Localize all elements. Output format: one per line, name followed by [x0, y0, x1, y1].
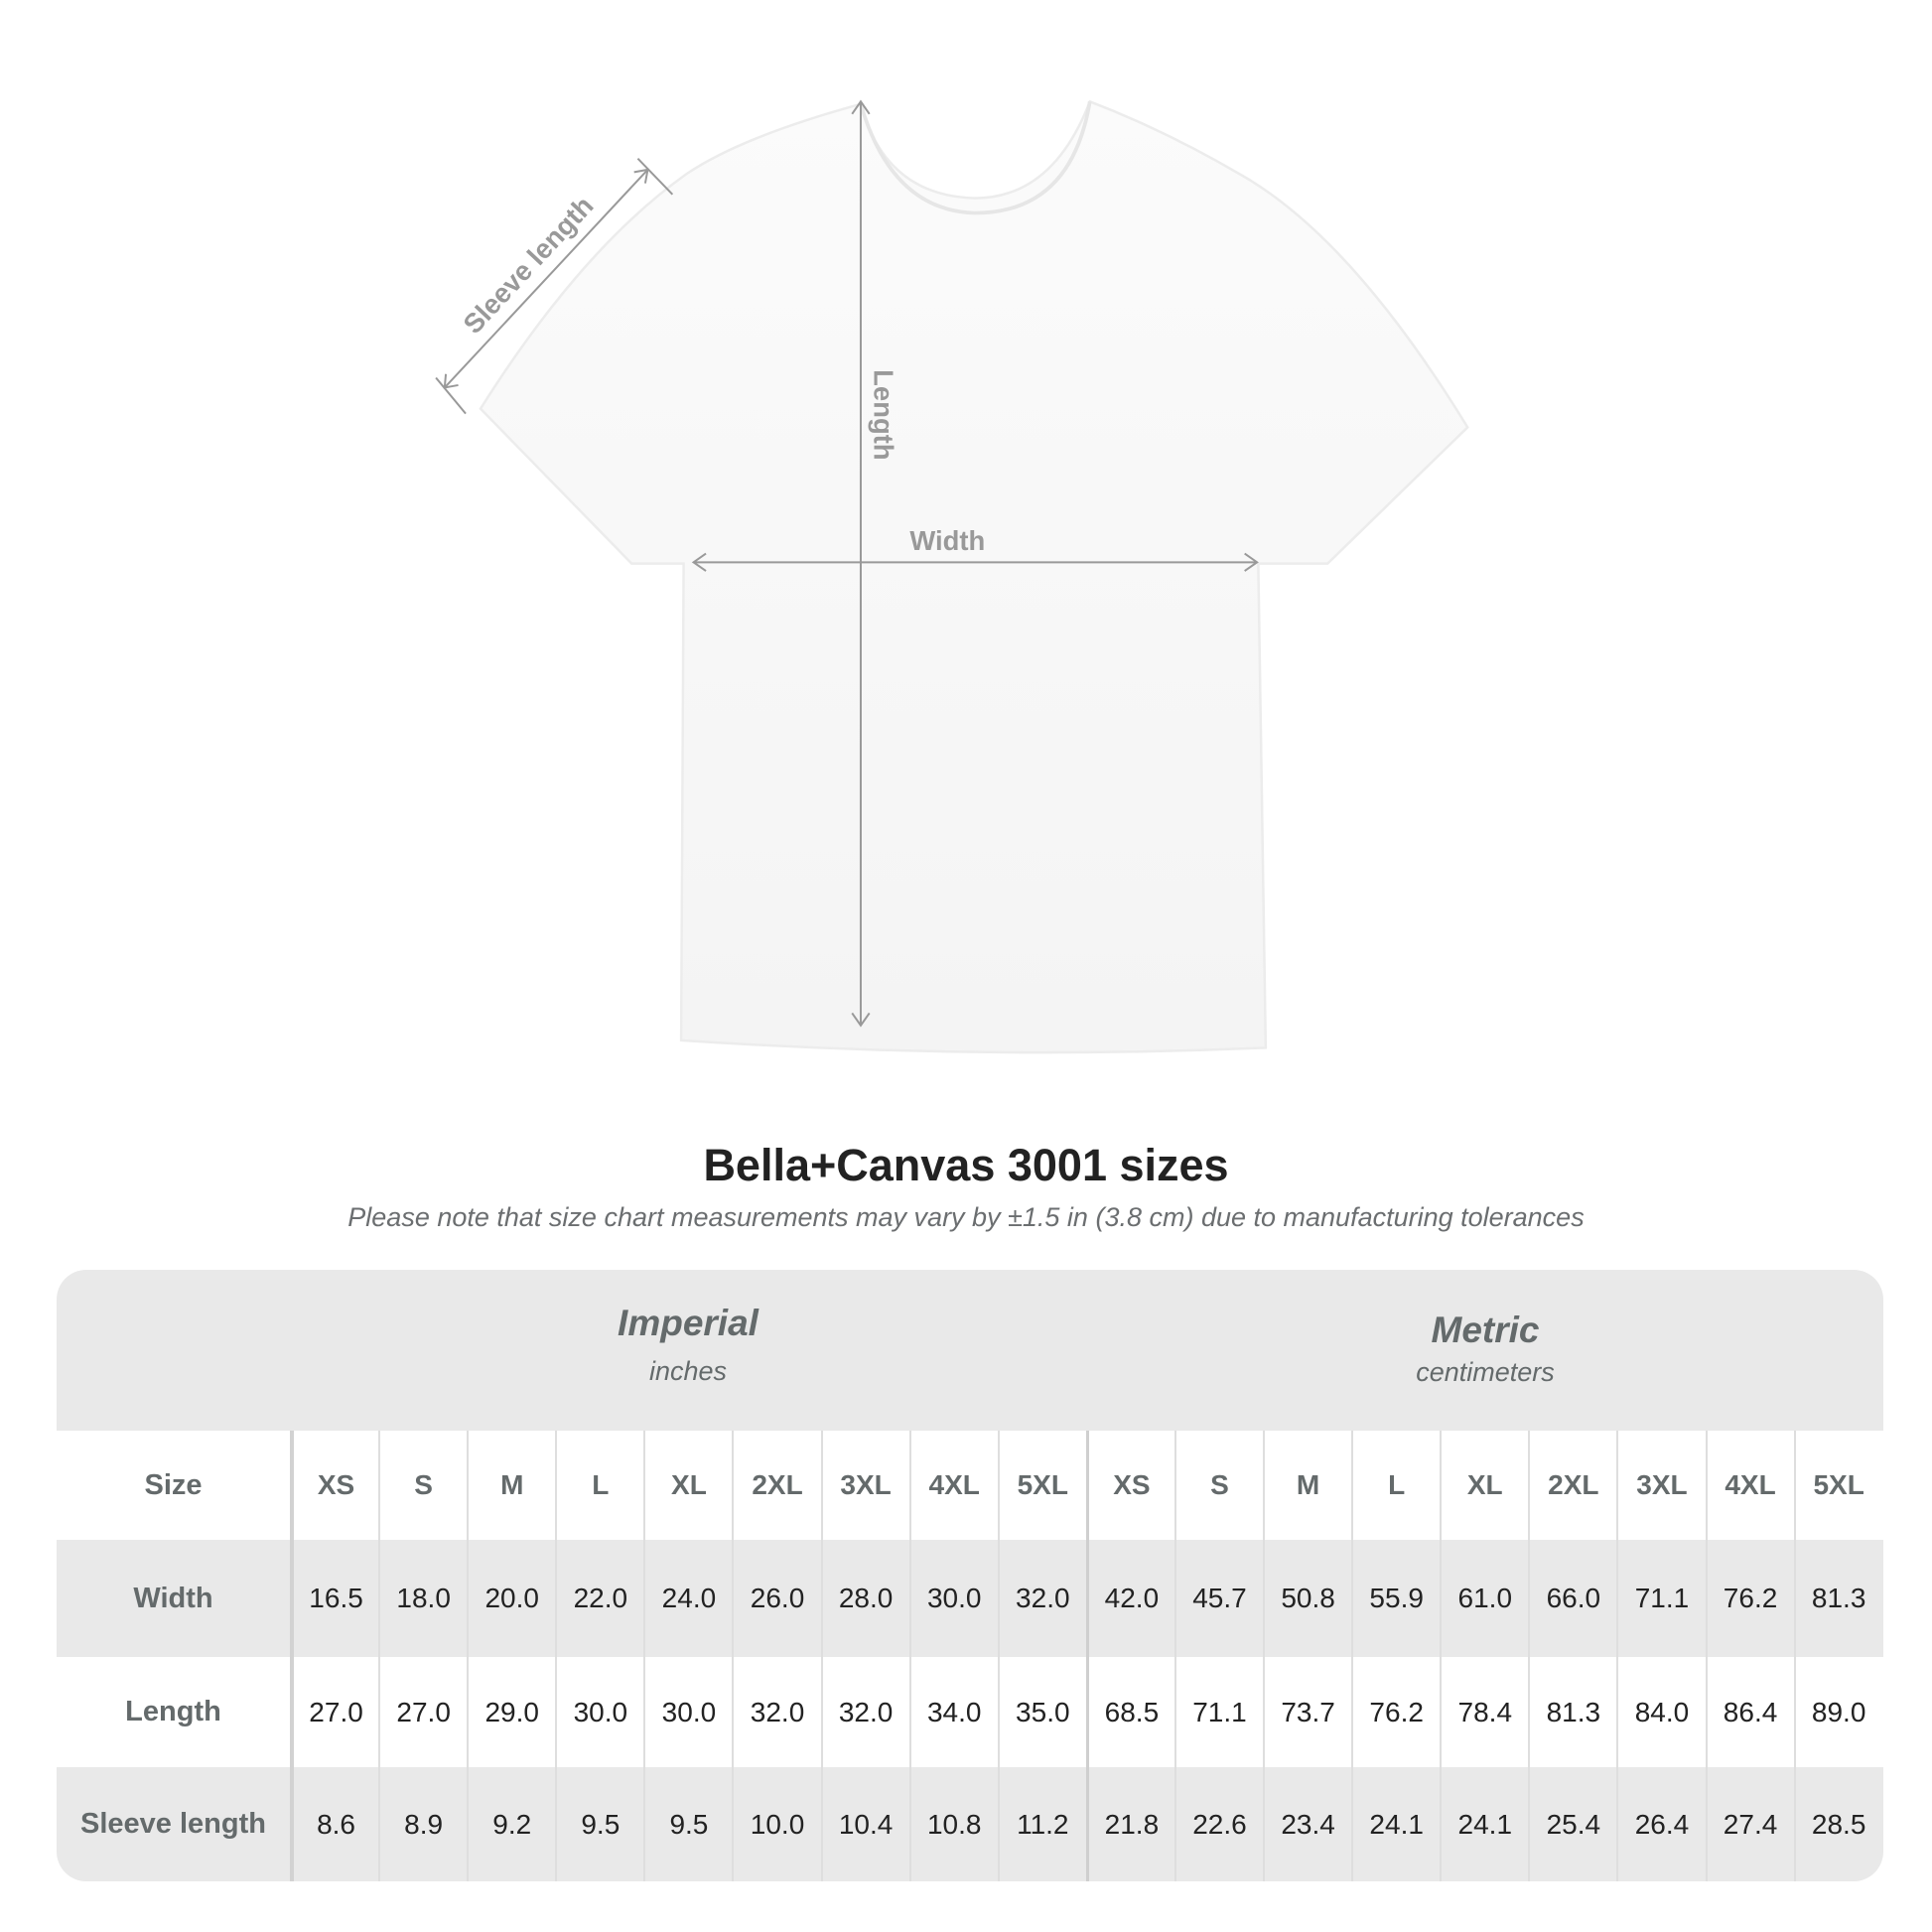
value-cell: 9.2: [467, 1767, 555, 1881]
size-header-row: Size XS S M L XL 2XL 3XL 4XL 5XL XS S M L XL 2XL 3XL 4XL 5…: [57, 1431, 1883, 1540]
value-cell: 32.0: [820, 1657, 909, 1767]
value-cell: 30.0: [555, 1657, 643, 1767]
size-header-cell: 5XL: [997, 1431, 1086, 1540]
metric-unit: centimeters: [1416, 1357, 1555, 1387]
value-cell: 27.0: [378, 1657, 467, 1767]
size-header-cell: XS: [290, 1431, 378, 1540]
size-header-cell: S: [1173, 1431, 1263, 1540]
value-cell: 28.5: [1793, 1767, 1882, 1881]
imperial-header: Imperial inches: [290, 1270, 1086, 1431]
collar: [859, 100, 1092, 215]
value-cell: 61.0: [1440, 1540, 1528, 1657]
value-cell: 28.0: [820, 1540, 909, 1657]
value-cell: 9.5: [643, 1767, 732, 1881]
size-header-cell: L: [1351, 1431, 1440, 1540]
value-cell: 30.0: [908, 1540, 998, 1657]
value-cell: 45.7: [1173, 1540, 1263, 1657]
table-header-band: [57, 1270, 1883, 1431]
size-header-cell: 4XL: [1705, 1431, 1794, 1540]
metric-title: Metric: [1431, 1310, 1540, 1350]
value-cell: 20.0: [467, 1540, 555, 1657]
size-header-cell: M: [467, 1431, 555, 1540]
value-cell: 73.7: [1263, 1657, 1351, 1767]
value-cell: 86.4: [1705, 1657, 1794, 1767]
sleeve-arrow: [444, 169, 649, 389]
measure-arrows: [435, 99, 1259, 1028]
value-cell: 27.4: [1705, 1767, 1794, 1881]
row-label: Sleeve length: [80, 1808, 266, 1840]
value-cell: 66.0: [1528, 1540, 1616, 1657]
value-cell: 68.5: [1085, 1657, 1174, 1767]
value-cell: 10.4: [820, 1767, 909, 1881]
value-cell: 9.5: [555, 1767, 643, 1881]
size-header-cell: 3XL: [820, 1431, 909, 1540]
value-cell: 76.2: [1705, 1540, 1794, 1657]
value-cell: 50.8: [1263, 1540, 1351, 1657]
size-header-cell: 2XL: [732, 1431, 820, 1540]
value-cell: 18.0: [378, 1540, 467, 1657]
imperial-unit: inches: [648, 1356, 728, 1386]
value-cell: 24.1: [1440, 1767, 1528, 1881]
size-header-cell: M: [1263, 1431, 1351, 1540]
value-cell: 32.0: [732, 1657, 820, 1767]
value-cell: 23.4: [1263, 1767, 1351, 1881]
value-cell: 34.0: [908, 1657, 998, 1767]
row-label: Length: [125, 1696, 221, 1727]
size-header-cell: XS: [1085, 1431, 1174, 1540]
value-cell: 32.0: [997, 1540, 1086, 1657]
length-label: Length: [869, 369, 899, 460]
size-header-cell: XL: [1440, 1431, 1528, 1540]
width-label: Width: [909, 525, 985, 556]
tolerance-note: Please note that size chart measurements…: [347, 1202, 1585, 1232]
value-cell: 22.0: [555, 1540, 643, 1657]
value-cell: 71.1: [1173, 1657, 1263, 1767]
size-header-cell: XL: [643, 1431, 732, 1540]
value-cell: 81.3: [1793, 1540, 1882, 1657]
value-cell: 25.4: [1528, 1767, 1616, 1881]
row-label: Size: [144, 1468, 203, 1501]
value-cell: 84.0: [1616, 1657, 1705, 1767]
value-cell: 8.9: [378, 1767, 467, 1881]
value-cell: 29.0: [467, 1657, 555, 1767]
value-cell: 42.0: [1085, 1540, 1174, 1657]
value-cell: 10.0: [732, 1767, 820, 1881]
value-cell: 26.4: [1616, 1767, 1705, 1881]
size-header-cell: 5XL: [1793, 1431, 1882, 1540]
value-cell: 22.6: [1173, 1767, 1263, 1881]
metric-header: Metric centimeters: [1087, 1270, 1883, 1431]
value-cell: 89.0: [1793, 1657, 1882, 1767]
value-cell: 10.8: [908, 1767, 998, 1881]
table-row: Width 16.5 18.0 20.0 22.0 24.0 26.0 28.0 30.0 32.…: [57, 1540, 1883, 1657]
value-cell: 8.6: [290, 1767, 378, 1881]
table-row: Length 27.0 27.0 29.0 30.0 30.0 32.0 32.0 34.0 35…: [57, 1657, 1883, 1767]
value-cell: 78.4: [1440, 1657, 1528, 1767]
value-cell: 71.1: [1616, 1540, 1705, 1657]
size-table: Imperial inches Metric centimeters Size X…: [57, 1270, 1883, 1881]
size-header-cell: 3XL: [1616, 1431, 1705, 1540]
value-cell: 81.3: [1528, 1657, 1616, 1767]
size-header-cell: L: [555, 1431, 643, 1540]
value-cell: 24.1: [1351, 1767, 1440, 1881]
value-cell: 11.2: [997, 1767, 1086, 1881]
value-cell: 27.0: [290, 1657, 378, 1767]
value-cell: 55.9: [1351, 1540, 1440, 1657]
row-label: Width: [133, 1582, 213, 1614]
value-cell: 26.0: [732, 1540, 820, 1657]
value-cell: 76.2: [1351, 1657, 1440, 1767]
value-cell: 21.8: [1085, 1767, 1174, 1881]
table-row: Sleeve length 8.6 8.9 9.2 9.5 9.5 10.0 10.4 10.8…: [57, 1767, 1883, 1881]
value-cell: 16.5: [290, 1540, 378, 1657]
imperial-title: Imperial: [618, 1303, 759, 1343]
size-header-cell: 4XL: [908, 1431, 998, 1540]
value-cell: 30.0: [643, 1657, 732, 1767]
size-header-cell: S: [378, 1431, 467, 1540]
tshirt-image: [479, 99, 1469, 1054]
value-cell: 35.0: [997, 1657, 1086, 1767]
value-cell: 24.0: [643, 1540, 732, 1657]
size-header-cell: 2XL: [1528, 1431, 1616, 1540]
page-title: Bella+Canvas 3001 sizes: [703, 1140, 1229, 1190]
